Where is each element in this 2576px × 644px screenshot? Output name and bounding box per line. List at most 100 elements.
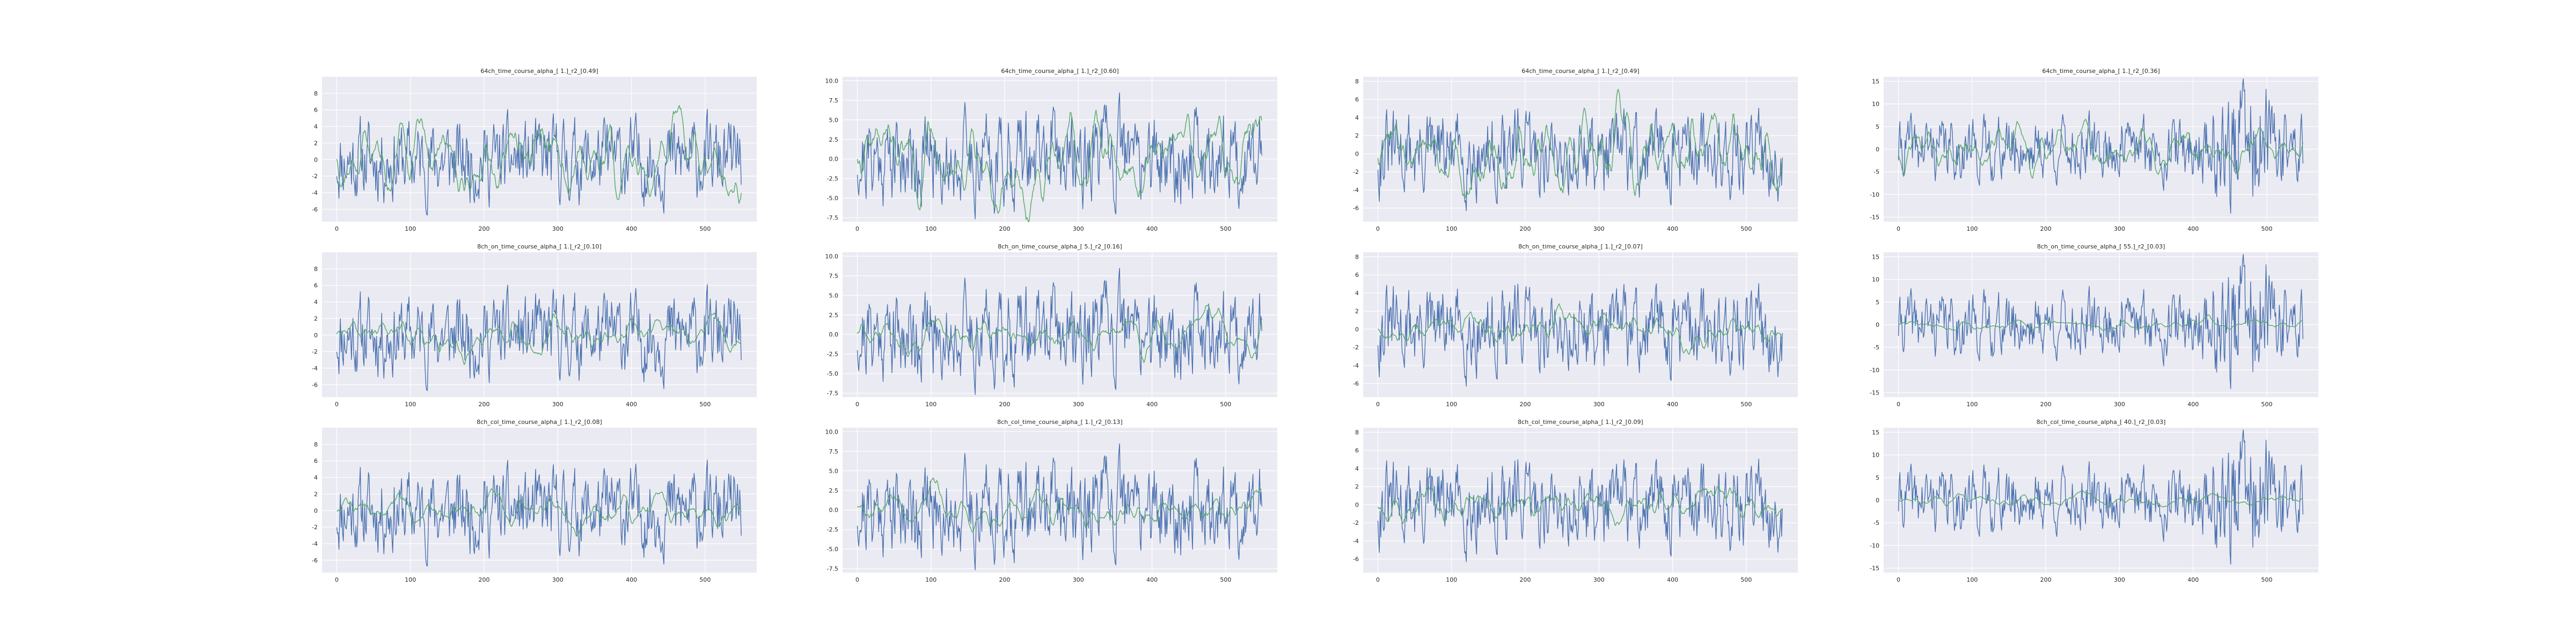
subplot-9: 0 100 200 300 400 500 -6 -4 -2 0 2 4 6 8 8ch_col_time_… [312,419,757,583]
subplot-4: 0 100 200 300 400 500 -15 -10 -5 0 5 10 15 64ch_time_… [1870,68,2318,232]
series-line-blue [1898,429,2303,565]
subplot-title: 64ch_time_course_alpha_[ 1.]_r2_[0.36] [2042,68,2160,75]
y-tick-label: 0 [1355,326,1359,333]
y-tick-label: -10 [1870,542,1879,549]
x-tick-label: 0 [1897,576,1900,583]
x-tick-label: 100 [925,576,936,583]
y-tick-label: -5 [1874,519,1879,526]
x-tick-label: 100 [405,225,416,232]
x-tick-label: 500 [1740,225,1752,232]
y-tick-label: 4 [314,299,318,306]
plot-area [1363,252,1798,397]
series-line-blue [1377,458,1783,562]
subplot-title: 64ch_time_course_alpha_[ 1.]_r2_[0.60] [1001,68,1118,75]
x-tick-label: 500 [2261,401,2272,408]
y-tick-label: 4 [314,474,318,481]
x-tick-label: 500 [699,576,711,583]
y-tick-label: 7.5 [829,273,839,280]
x-tick-label: 300 [1593,576,1605,583]
y-tick-label: -5 [1874,169,1879,175]
series-line-blue [857,268,1262,395]
y-tick-label: 6 [1355,96,1359,103]
y-tick-label: -2.5 [827,351,838,358]
x-tick-label: 200 [479,225,490,232]
y-tick-label: 8 [314,441,318,448]
y-tick-label: 4 [314,123,318,130]
x-tick-label: 100 [1966,576,1978,583]
y-tick-label: 2 [314,491,318,497]
subplot-title: 8ch_on_time_course_alpha_[ 55.]_r2_[0.03… [2037,243,2165,250]
x-tick-label: 200 [2040,401,2052,408]
y-tick-label: 4 [1355,290,1359,297]
x-tick-label: 400 [626,225,637,232]
y-tick-label: 6 [1355,272,1359,279]
y-tick-label: 2.5 [829,312,839,319]
x-tick-label: 300 [2114,225,2125,232]
y-tick-label: -7.5 [827,566,838,573]
y-tick-label: 5 [1876,123,1879,130]
y-tick-label: 15 [1872,78,1879,85]
x-tick-label: 300 [1593,225,1605,232]
x-tick-label: 500 [2261,225,2272,232]
x-tick-label: 100 [1446,401,1457,408]
x-tick-label: 300 [552,225,564,232]
x-tick-label: 100 [1966,225,1978,232]
y-tick-label: -5.0 [827,195,838,202]
y-tick-label: -2 [312,524,318,531]
x-tick-label: 200 [2040,576,2052,583]
x-tick-label: 200 [1520,225,1531,232]
x-tick-label: 100 [925,401,936,408]
y-tick-label: -6 [312,206,318,213]
subplot-title: 8ch_on_time_course_alpha_[ 5.]_r2_[0.16] [998,243,1122,250]
series-line-green [1898,314,2303,331]
y-tick-label: 6 [314,282,318,289]
y-tick-label: -6 [1353,205,1359,212]
x-tick-label: 200 [1520,401,1531,408]
y-tick-label: 2 [1355,133,1359,140]
y-tick-label: 0 [1876,497,1879,504]
series-line-blue [857,443,1262,570]
y-tick-label: 0 [1355,150,1359,157]
y-tick-label: -7.5 [827,390,838,397]
x-tick-label: 300 [1073,576,1084,583]
y-tick-label: 8 [1355,78,1359,85]
x-tick-label: 500 [1740,576,1752,583]
y-tick-label: 0 [314,156,318,163]
plot-area [1363,428,1798,573]
x-tick-label: 0 [335,401,339,408]
y-tick-label: 8 [314,90,318,97]
subplot-10: 0 100 200 300 400 500 -7.5 -5.0 -2.5 0.0 2.5 5.0 7.5… [825,419,1277,583]
series-line-blue [857,92,1262,219]
x-tick-label: 300 [2114,576,2125,583]
y-tick-label: -10 [1870,191,1879,198]
x-tick-label: 500 [1220,401,1231,408]
y-tick-label: 6 [314,107,318,114]
subplot-title: 8ch_on_time_course_alpha_[ 1.]_r2_[0.10] [477,243,602,250]
y-tick-label: 4 [1355,114,1359,121]
x-tick-label: 500 [699,401,711,408]
x-tick-label: 400 [2187,225,2199,232]
subplot-8: 0 100 200 300 400 500 -15 -10 -5 0 5 10 15 8ch_on_tim… [1870,243,2318,408]
y-tick-label: -6 [312,557,318,564]
x-tick-label: 400 [1146,576,1158,583]
x-tick-label: 400 [1667,225,1678,232]
x-tick-label: 0 [1376,576,1380,583]
subplot-title: 8ch_col_time_course_alpha_[ 1.]_r2_[0.08… [477,419,602,426]
x-tick-label: 0 [1376,401,1380,408]
x-tick-label: 200 [479,401,490,408]
x-tick-label: 300 [2114,401,2125,408]
y-tick-label: 8 [1355,429,1359,436]
x-tick-label: 400 [2187,576,2199,583]
y-tick-label: -2 [1353,344,1359,351]
x-tick-label: 200 [999,576,1011,583]
subplot-title: 64ch_time_course_alpha_[ 1.]_r2_[0.49] [1521,68,1639,75]
y-tick-label: 0.0 [829,156,839,163]
plot-area [1363,77,1798,222]
y-tick-label: -15 [1870,565,1879,572]
x-tick-label: 500 [2261,576,2272,583]
y-tick-label: 5.0 [829,116,839,123]
y-tick-label: 10.0 [825,253,839,260]
x-tick-label: 400 [1146,225,1158,232]
x-tick-label: 100 [1966,401,1978,408]
y-tick-label: -15 [1870,390,1879,397]
